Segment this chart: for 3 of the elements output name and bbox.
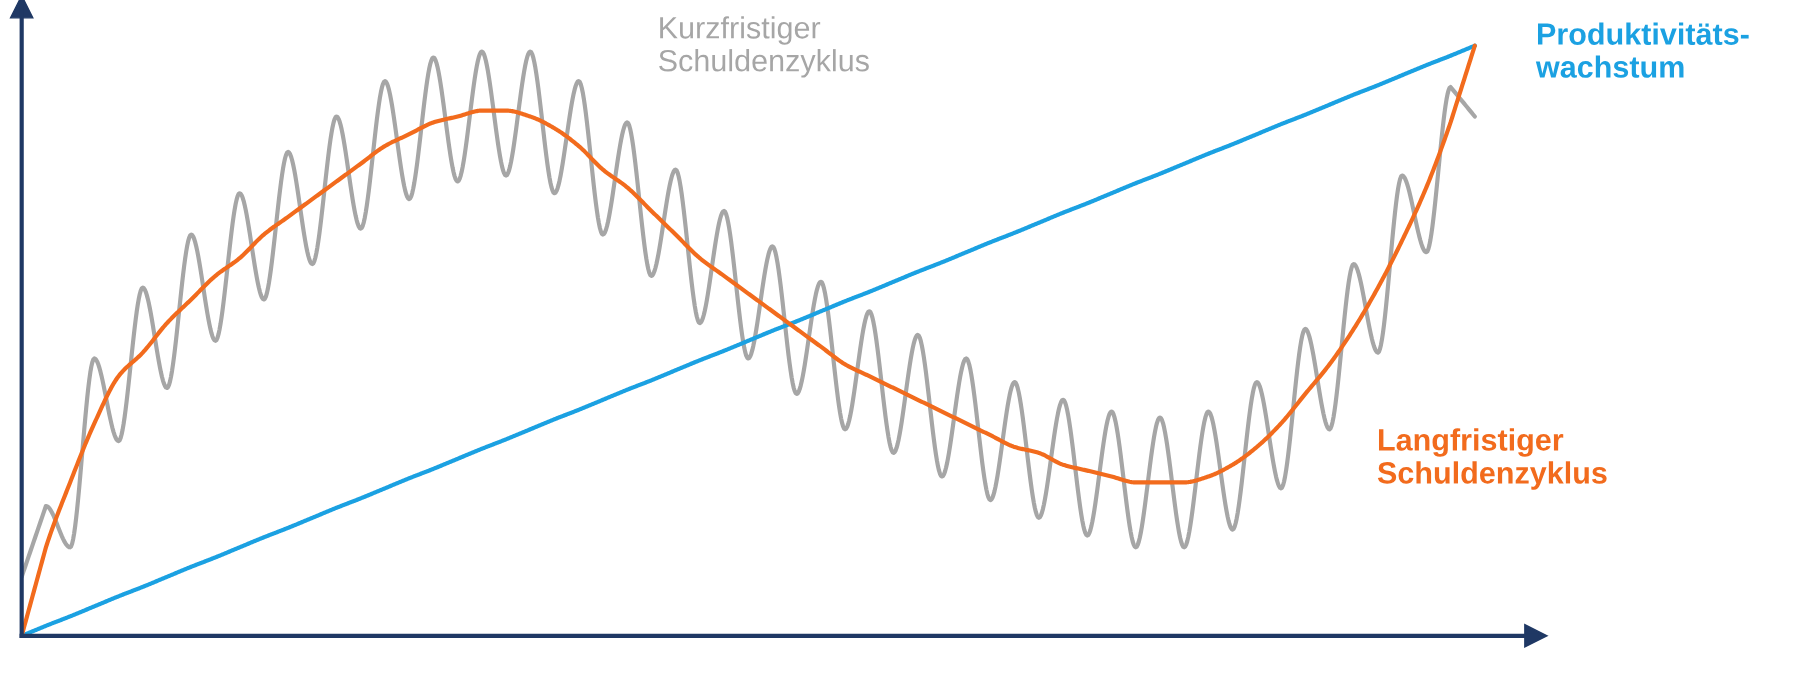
text: Produktivitäts- wachstum <box>1535 22 1749 78</box>
series-label: Kurzfristiger Schuldenzyklus <box>659 16 869 78</box>
text: Langfristiger Schuldenzyklus <box>1377 428 1607 490</box>
